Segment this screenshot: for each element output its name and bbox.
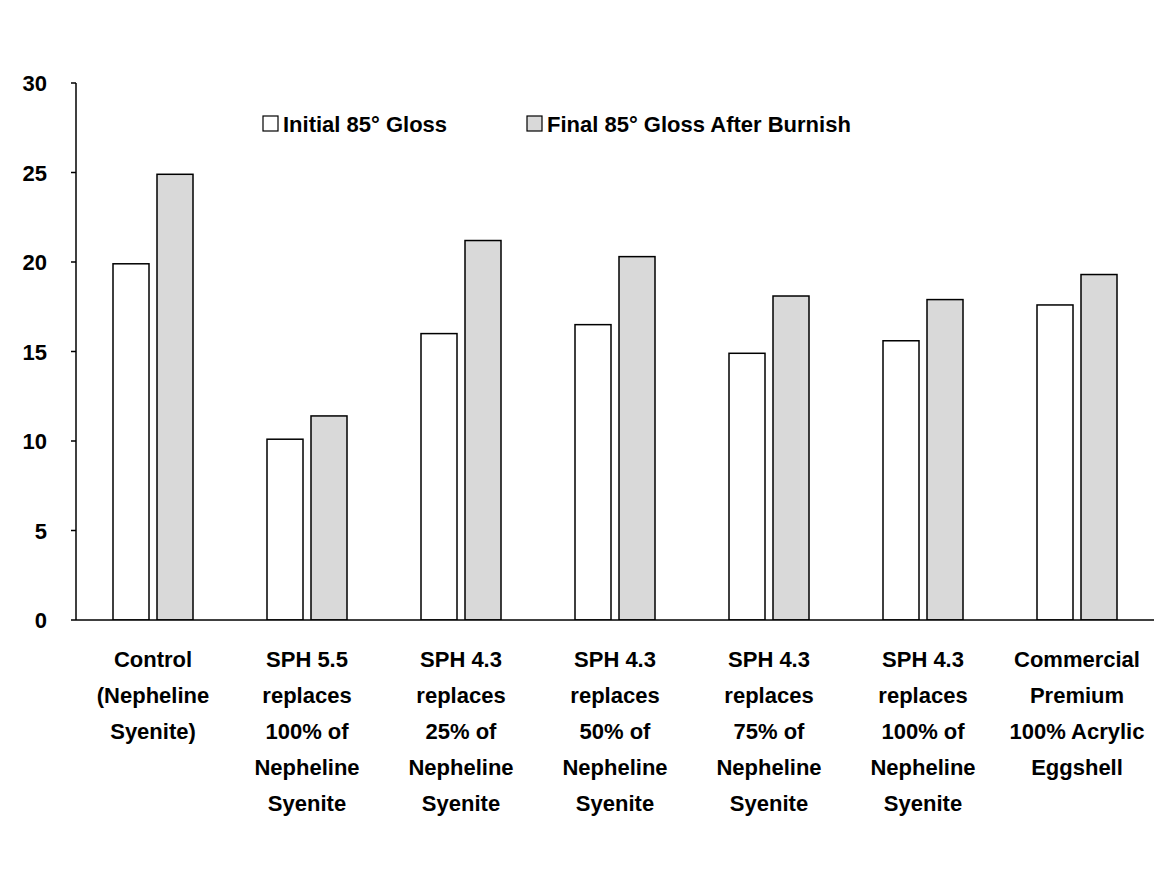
x-tick-label: Commercial Premium 100% Acrylic Eggshell: [1010, 647, 1145, 780]
bars: [113, 174, 1117, 620]
y-tick: [71, 82, 76, 84]
x-tick-label-line: SPH 5.5: [266, 647, 348, 672]
chart: 0 5 10 15 20 25 30 Control (Nepheline Syenite) SPH…: [0, 0, 1170, 878]
bar: [311, 416, 347, 620]
x-tick-label-line: Syenite: [422, 791, 500, 816]
y-tick: [71, 440, 76, 442]
bar: [1081, 275, 1117, 620]
x-tick-label-line: Nepheline: [562, 755, 667, 780]
x-tick-label-line: Premium: [1030, 683, 1124, 708]
x-tick-label: SPH 4.3 replaces 75% of Nepheline Syenite: [716, 647, 821, 816]
x-tick-label: SPH 4.3 replaces 100% of Nepheline Syenite: [870, 647, 975, 816]
y-tick-label: 30: [23, 71, 47, 96]
x-tick-label-line: 75% of: [734, 719, 806, 744]
x-tick-label-line: SPH 4.3: [882, 647, 964, 672]
x-tick-label-line: replaces: [724, 683, 813, 708]
x-tick-label: SPH 4.3 replaces 25% of Nepheline Syenite: [408, 647, 513, 816]
y-tick-label: 15: [23, 340, 47, 365]
x-tick-label-line: Nepheline: [716, 755, 821, 780]
y-tick: [71, 172, 76, 174]
y-tick-label: 5: [35, 519, 47, 544]
x-tick-label-line: 25% of: [426, 719, 498, 744]
y-tick: [71, 351, 76, 353]
legend-swatch: [527, 116, 542, 131]
y-tick: [71, 619, 76, 621]
x-tick-label-line: Syenite: [730, 791, 808, 816]
x-tick-label-line: Syenite: [576, 791, 654, 816]
x-tick-label: SPH 4.3 replaces 50% of Nepheline Syenite: [562, 647, 667, 816]
x-tick-label-line: Syenite: [884, 791, 962, 816]
x-tick-label-line: replaces: [570, 683, 659, 708]
y-tick: [71, 261, 76, 263]
bar: [927, 300, 963, 620]
x-tick-label-line: 100% Acrylic: [1010, 719, 1145, 744]
x-tick-label-line: Nepheline: [408, 755, 513, 780]
x-tick-label-line: Nepheline: [254, 755, 359, 780]
x-tick-label-line: replaces: [878, 683, 967, 708]
y-tick-label: 20: [23, 250, 47, 275]
legend-label: Final 85° Gloss After Burnish: [547, 112, 851, 137]
y-tick-label: 0: [35, 608, 47, 633]
y-tick: [71, 530, 76, 532]
x-tick-label-line: Syenite: [268, 791, 346, 816]
x-tick-label-line: Syenite): [110, 719, 196, 744]
y-tick-label: 25: [23, 161, 47, 186]
legend-label: Initial 85° Gloss: [283, 112, 447, 137]
bar: [575, 325, 611, 620]
bar: [619, 257, 655, 620]
x-tick-label-line: Commercial: [1014, 647, 1140, 672]
bar: [465, 241, 501, 620]
x-tick-label-line: replaces: [416, 683, 505, 708]
bar: [773, 296, 809, 620]
x-tick-label-line: 100% of: [881, 719, 965, 744]
x-tick-label-line: replaces: [262, 683, 351, 708]
x-tick-label-line: Control: [114, 647, 192, 672]
legend-swatch: [263, 116, 278, 131]
x-axis: [76, 619, 1154, 621]
x-tick-label-line: Eggshell: [1031, 755, 1123, 780]
x-tick-label: SPH 5.5 replaces 100% of Nepheline Syenite: [254, 647, 359, 816]
bar: [729, 353, 765, 620]
x-tick-label-line: Nepheline: [870, 755, 975, 780]
x-tick-label-line: SPH 4.3: [728, 647, 810, 672]
bar: [157, 174, 193, 620]
x-tick-label-line: 100% of: [265, 719, 349, 744]
bar: [267, 439, 303, 620]
x-tick-label-line: 50% of: [580, 719, 652, 744]
bar: [883, 341, 919, 620]
bar: [421, 334, 457, 620]
x-tick-label: Control (Nepheline Syenite): [97, 647, 209, 744]
bar: [1037, 305, 1073, 620]
x-tick-label-line: (Nepheline: [97, 683, 209, 708]
x-tick-label-line: SPH 4.3: [574, 647, 656, 672]
bar: [113, 264, 149, 620]
x-tick-label-line: SPH 4.3: [420, 647, 502, 672]
y-tick-label: 10: [23, 429, 47, 454]
